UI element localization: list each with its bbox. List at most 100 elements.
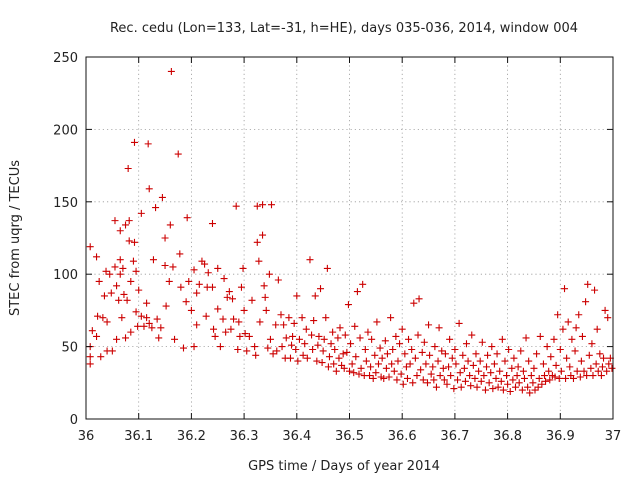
- data-point: [94, 312, 102, 320]
- data-point: [554, 311, 562, 319]
- data-point: [111, 217, 119, 225]
- data-point: [320, 335, 328, 343]
- data-point: [468, 331, 476, 339]
- data-point: [253, 238, 261, 246]
- data-point: [496, 367, 504, 375]
- data-point: [543, 343, 551, 351]
- data-point: [325, 353, 333, 361]
- data-point: [130, 138, 138, 146]
- data-point: [266, 335, 274, 343]
- data-point: [576, 373, 584, 381]
- data-point: [488, 343, 496, 351]
- data-point: [190, 266, 198, 274]
- data-point: [195, 280, 203, 288]
- y-tick-label: 50: [61, 341, 78, 356]
- data-point: [341, 331, 349, 339]
- data-point: [183, 214, 191, 222]
- data-point: [573, 367, 581, 375]
- data-point: [162, 302, 170, 310]
- data-point: [383, 350, 391, 358]
- data-point: [452, 360, 460, 368]
- data-point: [434, 357, 442, 365]
- data-point: [397, 370, 405, 378]
- data-point: [473, 383, 481, 391]
- data-point: [182, 298, 190, 306]
- data-point: [417, 366, 425, 374]
- data-point: [113, 335, 121, 343]
- data-point: [601, 306, 609, 314]
- data-point: [299, 351, 307, 359]
- data-point: [501, 357, 509, 365]
- data-point: [481, 386, 489, 394]
- data-point: [598, 363, 606, 371]
- data-point: [334, 334, 342, 342]
- data-point: [174, 150, 182, 158]
- data-point: [485, 379, 493, 387]
- data-point: [280, 321, 288, 329]
- data-point: [542, 377, 550, 385]
- data-point: [582, 298, 590, 306]
- data-point: [562, 374, 570, 382]
- data-point: [439, 364, 447, 372]
- data-point: [431, 343, 439, 351]
- data-point: [148, 324, 156, 332]
- data-point: [248, 296, 256, 304]
- data-point: [580, 367, 588, 375]
- data-point: [425, 321, 433, 329]
- data-point: [503, 372, 511, 380]
- data-point: [88, 327, 96, 335]
- data-point: [190, 343, 198, 351]
- data-point: [394, 357, 402, 365]
- data-point: [401, 350, 409, 358]
- data-point: [127, 277, 135, 285]
- data-point: [514, 363, 522, 371]
- data-point: [219, 315, 227, 323]
- data-point: [208, 220, 216, 228]
- y-tick-label: 200: [53, 123, 78, 138]
- data-point: [166, 221, 174, 229]
- data-point: [561, 285, 569, 293]
- data-point: [435, 324, 443, 332]
- data-point: [568, 335, 576, 343]
- data-point: [260, 282, 268, 290]
- data-point: [251, 343, 259, 351]
- data-point: [302, 325, 310, 333]
- data-point: [519, 367, 527, 375]
- data-point: [201, 260, 209, 268]
- data-point: [265, 270, 273, 278]
- data-point: [533, 350, 541, 358]
- data-point: [285, 314, 293, 322]
- data-point: [399, 380, 407, 388]
- data-point: [289, 332, 297, 340]
- data-point: [214, 264, 222, 272]
- data-point: [286, 354, 294, 362]
- data-point: [274, 276, 282, 284]
- data-point: [525, 357, 533, 365]
- data-point: [536, 332, 544, 340]
- data-point: [99, 314, 107, 322]
- data-point: [513, 372, 521, 380]
- data-point: [86, 353, 94, 361]
- data-point: [405, 335, 413, 343]
- data-point: [450, 385, 458, 393]
- data-point: [245, 332, 253, 340]
- data-point: [86, 360, 94, 368]
- data-point: [510, 354, 518, 362]
- data-point: [318, 359, 326, 367]
- axis-ticks: 36 36.1 36.2 36.3 36.4 36.5 36.6 36.7 36.8 36.9 37…: [53, 51, 621, 444]
- data-point: [118, 314, 126, 322]
- data-point: [227, 325, 235, 333]
- data-point: [414, 331, 422, 339]
- data-points: [86, 67, 616, 397]
- data-point: [176, 250, 184, 258]
- data-point: [282, 334, 290, 342]
- data-point: [592, 360, 600, 368]
- data-point: [546, 376, 554, 384]
- data-point: [361, 345, 369, 353]
- data-point: [143, 299, 151, 307]
- data-point: [125, 217, 133, 225]
- y-tick-label: 150: [53, 196, 78, 211]
- data-point: [97, 353, 105, 361]
- data-point: [277, 311, 285, 319]
- data-point: [177, 283, 185, 291]
